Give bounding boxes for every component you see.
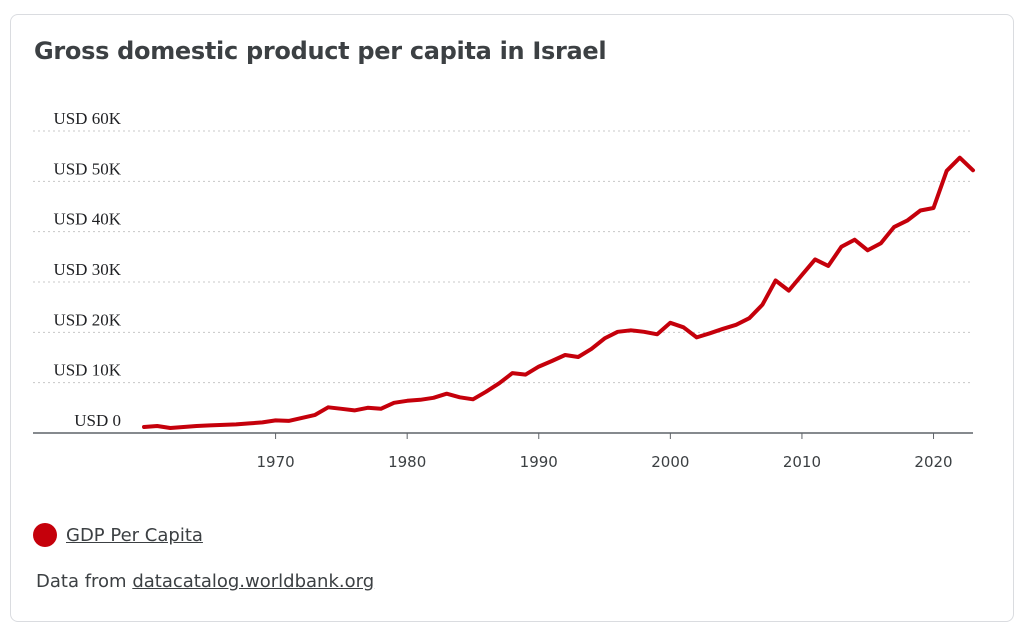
x-tick-label: 2010 — [783, 453, 821, 471]
series-layer — [142, 155, 975, 430]
x-axis-ticks: 1970 1980 1990 2000 2010 2020 — [256, 433, 953, 471]
y-tick-label: USD 0 — [74, 411, 121, 430]
legend[interactable]: GDP Per Capita — [33, 523, 203, 547]
y-tick-label: USD 60K — [53, 109, 121, 128]
y-tick-label: USD 40K — [53, 210, 121, 229]
y-tick-label: USD 10K — [53, 361, 121, 380]
x-tick-label: 1970 — [256, 453, 294, 471]
gridlines — [33, 130, 973, 434]
chart-title: Gross domestic product per capita in Isr… — [34, 37, 607, 65]
y-axis-ticks: USD 0 USD 10K USD 20K USD 30K USD 40K USD 50K… — [53, 109, 121, 430]
data-source: Data from datacatalog.worldbank.org — [36, 571, 374, 592]
x-tick-label: 1990 — [520, 453, 558, 471]
series-line[interactable] — [142, 155, 975, 430]
legend-label[interactable]: GDP Per Capita — [66, 524, 203, 546]
legend-marker-icon — [33, 523, 57, 547]
source-prefix: Data from — [36, 571, 133, 592]
x-tick-label: 1980 — [388, 453, 426, 471]
y-tick-label: USD 30K — [53, 260, 121, 279]
x-tick-label: 2020 — [914, 453, 952, 471]
chart-card: Gross domestic product per capita in Isr… — [10, 14, 1014, 622]
y-tick-label: USD 20K — [53, 310, 121, 329]
line-chart: USD 0 USD 10K USD 20K USD 30K USD 40K USD 50K… — [33, 109, 975, 471]
source-link[interactable]: datacatalog.worldbank.org — [132, 571, 375, 592]
x-tick-label: 2000 — [651, 453, 689, 471]
y-tick-label: USD 50K — [53, 159, 121, 178]
